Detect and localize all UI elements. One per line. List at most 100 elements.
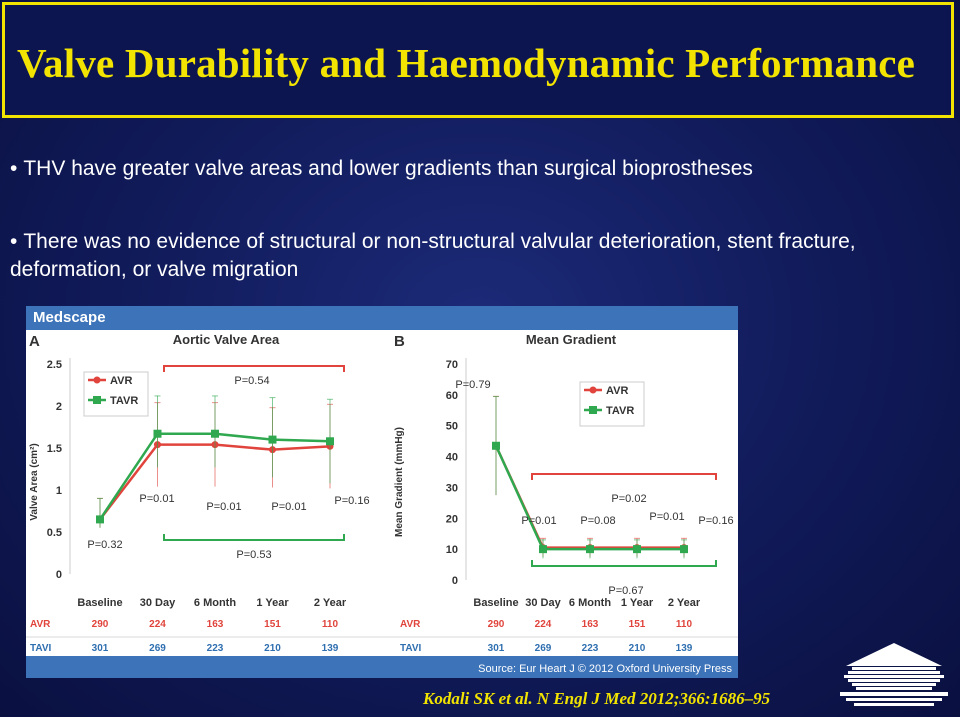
data-point [153,429,162,438]
y-tick-label: 0 [452,575,458,587]
data-point [211,429,219,438]
number-row-value: 269 [149,643,166,654]
slide-title: Valve Durability and Haemodynamic Perfor… [17,40,916,86]
y-tick-label: 0 [56,569,62,581]
number-row-value: 151 [629,619,646,630]
x-tick-label: 1 Year [621,597,654,609]
y-tick-label: 2 [56,401,62,413]
legend-label: TAVR [110,395,138,407]
data-point [96,515,104,524]
number-row-value: 301 [488,643,505,654]
data-point [539,545,547,554]
number-row-value: 210 [629,643,646,654]
p-value-label: P=0.32 [87,539,122,551]
chart-title: Mean Gradient [526,332,617,347]
p-value-label: P=0.54 [234,375,269,387]
x-tick-label: 6 Month [194,597,236,609]
medscape-brand: Medscape [33,309,106,326]
x-tick-label: 1 Year [256,597,289,609]
significance-bracket [163,534,345,541]
p-value-label: P=0.67 [608,585,643,597]
p-value-label: P=0.01 [271,501,306,513]
number-row-label: AVR [30,619,51,630]
y-tick-label: 2.5 [47,359,62,371]
p-value-label: P=0.02 [611,493,646,505]
data-point [586,545,594,554]
number-row-label: TAVI [400,643,422,654]
number-row-value: 139 [322,643,339,654]
x-tick-label: Baseline [473,597,518,609]
number-row-value: 163 [207,619,224,630]
bullet-1: • THV have greater valve areas and lower … [10,155,910,183]
y-tick-label: 60 [446,390,458,402]
panel-letter: B [394,333,405,350]
chart-figure: Medscape A Aortic Valve Area Valve Area (c… [26,306,738,678]
significance-bracket [163,365,345,372]
p-value-label: P=0.79 [455,379,490,391]
citation: Kodali SK et al. N Engl J Med 2012;366:1… [423,689,771,708]
x-tick-label: 30 Day [525,597,561,609]
number-row-value: 163 [582,619,599,630]
y-axis-label: Mean Gradient (mmHg) [394,427,405,537]
university-building-logo-icon [840,643,948,706]
bullet-2: • There was no evidence of structural or … [10,228,910,284]
title-box: Valve Durability and Haemodynamic Perfor… [2,2,954,118]
y-tick-label: 70 [446,359,458,371]
y-tick-label: 1.5 [47,443,62,455]
y-tick-label: 30 [446,482,458,494]
p-value-label: P=0.01 [521,515,556,527]
data-point [633,545,641,554]
number-row-value: 110 [676,619,693,630]
number-row-value: 290 [92,619,109,630]
number-row-value: 223 [207,643,224,654]
p-value-label: P=0.01 [649,511,684,523]
number-row-value: 224 [149,619,166,630]
p-value-label: P=0.01 [206,501,241,513]
legend-label: TAVR [606,405,634,417]
data-point [268,435,277,444]
series-line [494,445,684,549]
panel-letter: A [29,333,40,350]
legend-marker [589,386,597,394]
figure-footer: Source: Eur Heart J © 2012 Oxford Univer… [26,656,738,678]
number-row-value: 269 [535,643,552,654]
significance-bracket [531,473,717,480]
x-tick-label: Baseline [77,597,122,609]
data-point [680,545,688,554]
data-point [326,437,334,446]
x-tick-label: 2 Year [314,597,347,609]
y-axis-label: Valve Area (cm²) [29,443,40,520]
y-tick-label: 20 [446,513,458,525]
figure-source: Source: Eur Heart J © 2012 Oxford Univer… [478,663,732,675]
figure-header: Medscape [26,306,738,330]
significance-bracket [531,560,717,567]
data-point [492,441,500,450]
series-line [494,445,684,551]
y-tick-label: 1 [56,485,62,497]
number-row-value: 151 [264,619,281,630]
p-value-label: P=0.16 [698,515,733,527]
number-row-label: AVR [400,619,421,630]
p-value-label: P=0.01 [139,493,174,505]
y-tick-label: 10 [446,544,458,556]
x-tick-label: 30 Day [140,597,176,609]
x-tick-label: 2 Year [668,597,701,609]
number-row-value: 290 [488,619,505,630]
chart-title: Aortic Valve Area [173,332,280,347]
legend-marker [589,406,597,414]
number-row-value: 223 [582,643,599,654]
y-tick-label: 0.5 [47,527,62,539]
legend-label: AVR [110,375,132,387]
y-tick-label: 50 [446,421,458,433]
legend-marker [93,376,101,384]
x-tick-label: 6 Month [569,597,611,609]
p-value-label: P=0.16 [334,495,369,507]
number-row-value: 210 [264,643,281,654]
p-value-label: P=0.53 [236,549,271,561]
bullet-dot: • [10,157,18,180]
number-row-value: 224 [535,619,552,630]
number-row-label: TAVI [30,643,52,654]
number-row-value: 110 [322,619,339,630]
legend-marker [93,396,101,404]
bullet-2-text: There was no evidence of structural or n… [10,230,856,281]
